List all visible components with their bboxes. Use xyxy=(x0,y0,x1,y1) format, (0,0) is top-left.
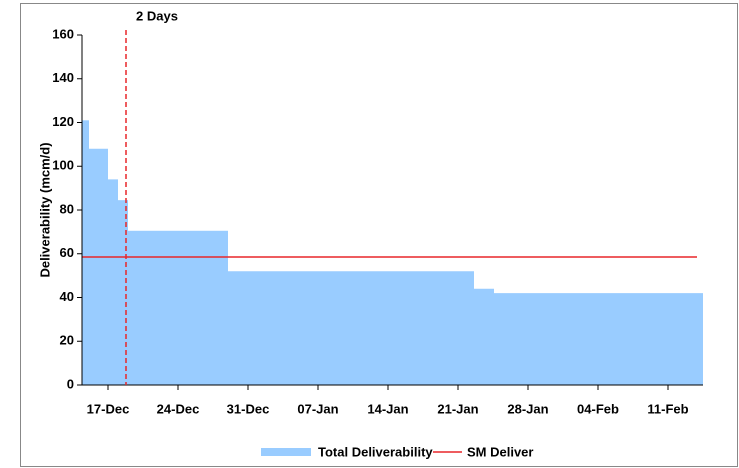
legend-swatch xyxy=(261,448,311,456)
area-step xyxy=(118,200,128,385)
x-tick-label: 17-Dec xyxy=(87,401,130,416)
legend-label: Total Deliverability xyxy=(318,444,433,459)
chart-frame xyxy=(20,3,738,467)
area-step xyxy=(474,288,494,385)
x-tick-label: 28-Jan xyxy=(507,401,548,416)
y-tick-label: 140 xyxy=(52,70,74,85)
y-tick-label: 40 xyxy=(60,289,74,304)
annotation-label: 2 Days xyxy=(136,8,178,23)
x-tick-label: 31-Dec xyxy=(227,401,270,416)
area-step xyxy=(228,271,474,385)
area-step xyxy=(128,230,228,385)
y-tick-label: 0 xyxy=(67,376,74,391)
y-tick-label: 120 xyxy=(52,114,74,129)
x-tick-label: 24-Dec xyxy=(157,401,200,416)
legend-label: SM Deliver xyxy=(467,444,533,459)
area-step xyxy=(108,179,118,385)
y-axis-label: Deliverability (mcm/d) xyxy=(37,142,52,277)
area-step xyxy=(494,293,703,385)
x-tick-label: 11-Feb xyxy=(647,401,688,416)
y-tick-label: 160 xyxy=(52,26,74,41)
area-step xyxy=(89,148,108,385)
y-tick-label: 100 xyxy=(52,158,74,173)
area-step xyxy=(82,120,89,385)
x-tick-label: 21-Jan xyxy=(437,401,478,416)
y-tick-label: 80 xyxy=(60,201,74,216)
y-tick-label: 60 xyxy=(60,245,74,260)
x-tick-label: 14-Jan xyxy=(367,401,408,416)
x-tick-label: 07-Jan xyxy=(297,401,338,416)
y-tick-label: 20 xyxy=(60,333,74,348)
x-tick-label: 04-Feb xyxy=(577,401,619,416)
